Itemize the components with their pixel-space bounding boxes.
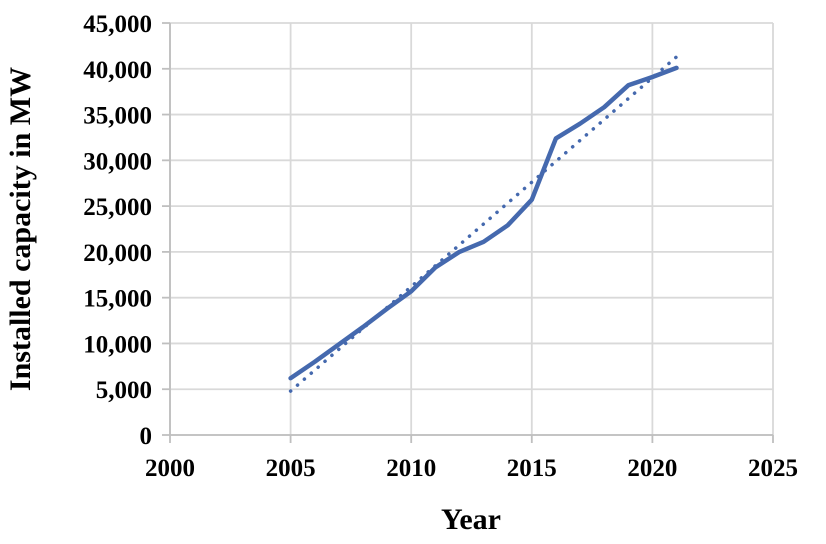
y-tick-label: 40,000 [83,57,152,84]
x-tick-label: 2005 [266,455,316,482]
y-tick-label: 0 [140,423,153,450]
y-tick-label: 15,000 [83,286,152,313]
y-tick-label: 30,000 [83,148,152,175]
data-series [288,55,679,393]
y-tick-label: 20,000 [83,240,152,267]
y-tick-label: 45,000 [83,11,152,38]
series-trendline [288,55,679,393]
x-tick-label: 2010 [386,455,436,482]
gridlines [169,22,774,436]
tick-labels: 2000 2005 2010 2015 2020 2025 0 5,000 10,000 15,0… [83,11,798,482]
y-tick-label: 5,000 [96,377,152,404]
y-axis-title: Installed capacity in MW [4,67,37,391]
x-tick-label: 2015 [507,455,557,482]
x-axis-title: Year [441,503,501,536]
y-tick-label: 10,000 [83,331,152,358]
x-tick-label: 2000 [145,455,195,482]
axis-ticks [162,22,774,443]
x-tick-label: 2025 [748,455,798,482]
y-tick-label: 25,000 [83,194,152,221]
series-line [288,65,679,381]
y-tick-label: 35,000 [83,103,152,130]
x-tick-label: 2020 [627,455,677,482]
